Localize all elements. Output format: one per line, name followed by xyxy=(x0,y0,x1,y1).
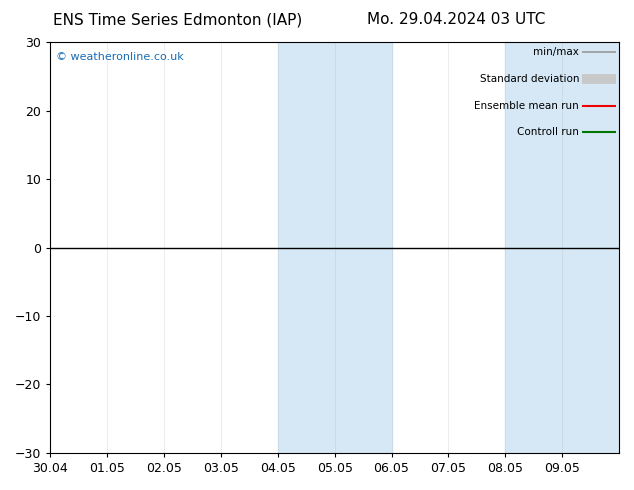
Text: Standard deviation: Standard deviation xyxy=(480,74,579,84)
Text: ENS Time Series Edmonton (IAP): ENS Time Series Edmonton (IAP) xyxy=(53,12,302,27)
Text: © weatheronline.co.uk: © weatheronline.co.uk xyxy=(56,52,184,62)
Bar xyxy=(278,42,392,453)
Text: Ensemble mean run: Ensemble mean run xyxy=(474,101,579,111)
Text: Mo. 29.04.2024 03 UTC: Mo. 29.04.2024 03 UTC xyxy=(367,12,546,27)
Text: Controll run: Controll run xyxy=(517,127,579,138)
Text: min/max: min/max xyxy=(533,48,579,57)
Bar xyxy=(505,42,619,453)
